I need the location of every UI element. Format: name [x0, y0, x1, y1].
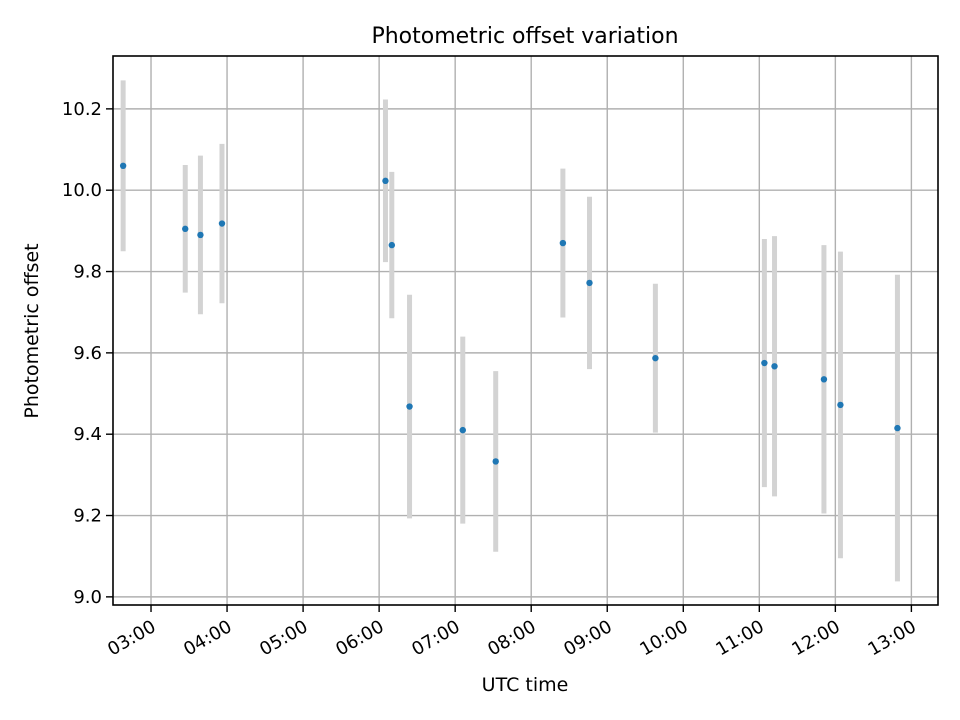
x-tick-label: 05:00	[256, 616, 311, 660]
x-axis-label: UTC time	[482, 674, 569, 696]
data-point	[586, 279, 593, 287]
data-point	[559, 239, 567, 247]
y-tick-label: 9.8	[73, 262, 102, 283]
data-point	[459, 426, 466, 434]
x-tick-label: 13:00	[864, 616, 919, 660]
y-ticks: 9.0 9.2 9.4 9.6 9.8 10.0 10.2	[62, 99, 113, 608]
data-point	[182, 225, 189, 233]
y-tick-label: 10.0	[62, 180, 102, 201]
y-tick-label: 9.0	[73, 587, 102, 608]
data-point	[771, 363, 778, 370]
chart-title: Photometric offset variation	[371, 24, 678, 49]
data-point	[761, 359, 768, 367]
y-tick-label: 9.6	[73, 343, 102, 364]
x-tick-label: 07:00	[408, 616, 463, 660]
data-point	[388, 241, 396, 249]
y-tick-label: 9.4	[73, 424, 102, 445]
x-tick-label: 11:00	[712, 616, 767, 660]
data-point	[406, 403, 413, 410]
plot-frame	[112, 55, 939, 606]
data-point	[652, 354, 659, 362]
point-layer	[119, 162, 901, 465]
data-point	[492, 458, 499, 465]
x-tick-label: 06:00	[332, 616, 387, 660]
grid-layer	[113, 56, 938, 605]
data-point	[197, 231, 204, 239]
errorbar-layer	[120, 80, 900, 582]
x-tick-label: 10:00	[636, 616, 691, 660]
y-axis-label: Photometric offset	[21, 243, 43, 418]
y-tick-label: 10.2	[62, 99, 102, 120]
x-ticks: 03:00 04:00 05:00 06:00 07:00 08:00 09:00 10:00…	[104, 605, 920, 660]
x-tick-label: 03:00	[104, 616, 159, 660]
x-tick-label: 12:00	[788, 616, 843, 660]
data-point	[837, 401, 844, 409]
y-tick-label: 9.2	[73, 506, 102, 527]
data-point	[820, 376, 828, 383]
data-point	[218, 220, 226, 227]
data-point	[119, 162, 127, 169]
x-tick-label: 04:00	[180, 616, 235, 660]
data-point	[894, 424, 901, 432]
x-tick-label: 08:00	[484, 616, 539, 660]
x-tick-label: 09:00	[560, 616, 615, 660]
data-point	[382, 177, 389, 185]
